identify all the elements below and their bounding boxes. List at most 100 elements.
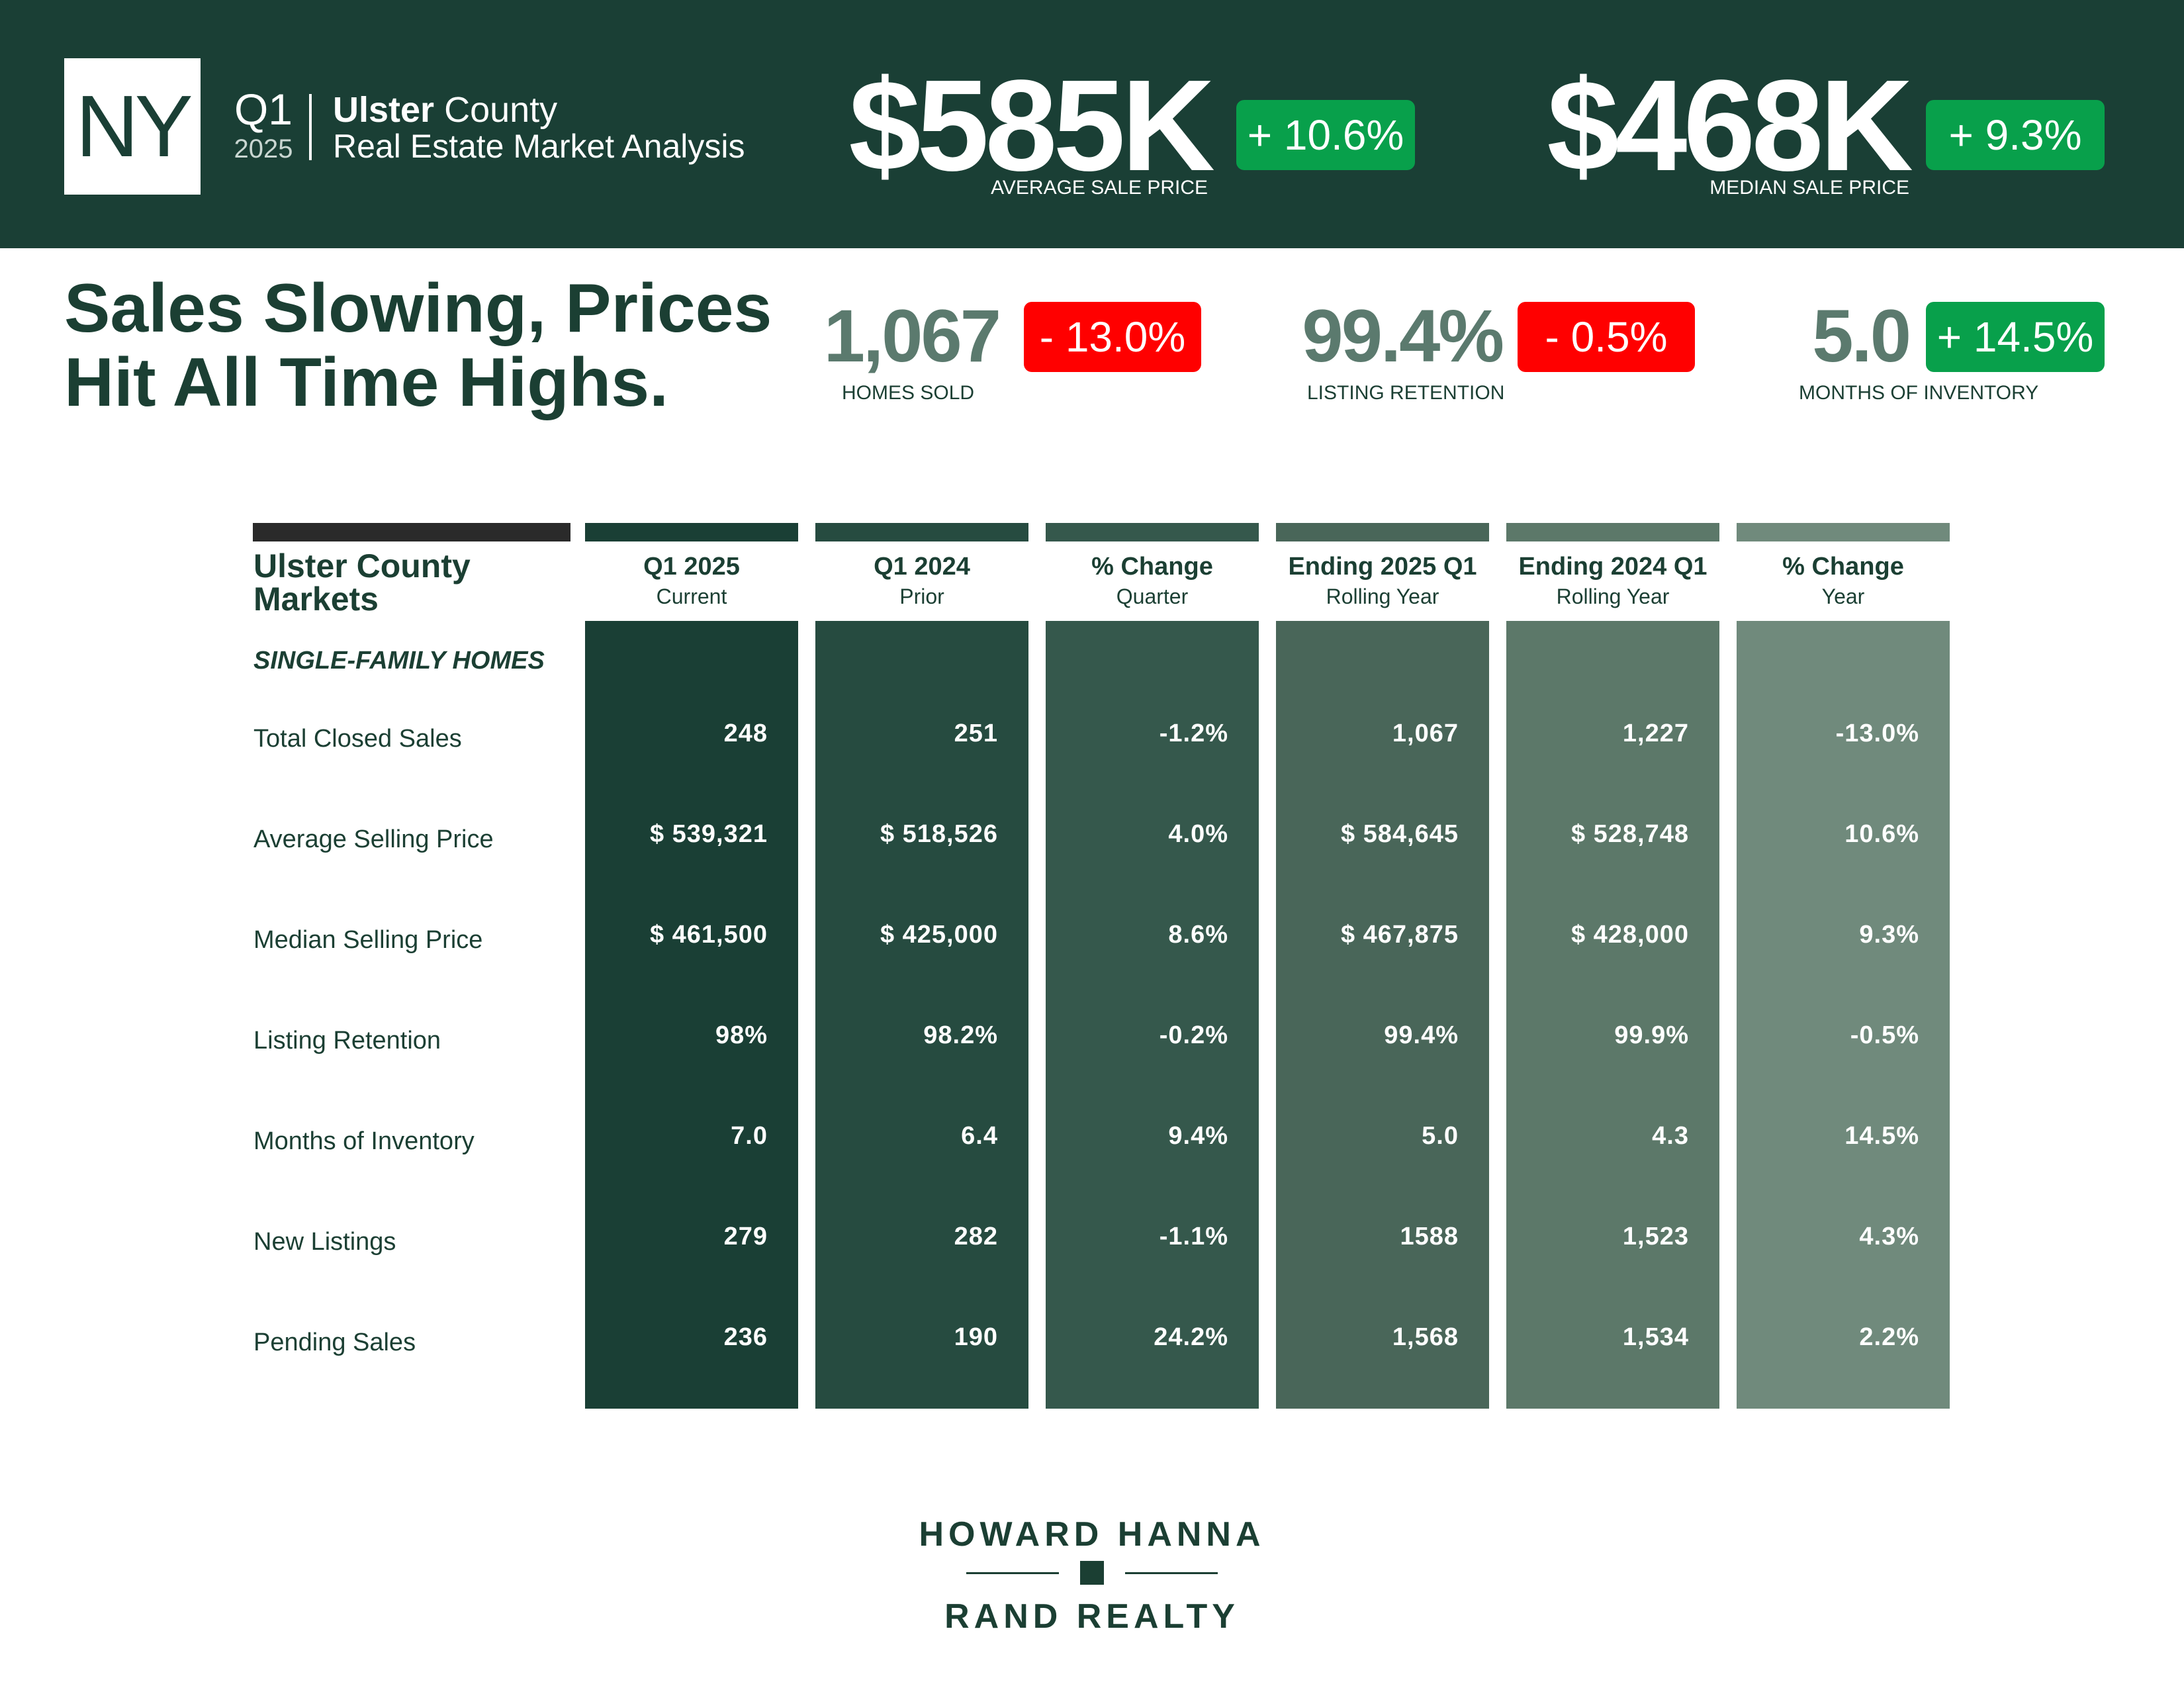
listing-retention-value: 99.4% <box>1302 295 1504 377</box>
table-cell-average-selling-price: $ 528,748 <box>1570 820 1689 848</box>
table-cell-listing-retention: 99.9% <box>1614 1021 1689 1049</box>
brand-name-top: HOWARD HANNA <box>919 1515 1265 1554</box>
column-body: 248 $ 539,321 $ 461,500 98% 7.0 279 236 <box>585 621 798 1409</box>
column-header-title: Ending 2024 Q1 <box>1518 553 1707 581</box>
column-body: 251 $ 518,526 $ 425,000 98.2% 6.4 282 190 <box>815 621 1028 1409</box>
months-of-inventory-change-badge: + 14.5% <box>1926 302 2105 372</box>
row-label-new-listings: New Listings <box>253 1228 396 1256</box>
year-label: 2025 <box>234 134 293 164</box>
column-header-title: % Change <box>1782 553 1904 581</box>
column-top-bar <box>815 523 1028 541</box>
table-cell-pending-sales: 190 <box>954 1323 998 1351</box>
logo-rule-right <box>1125 1572 1218 1574</box>
table-cell-average-selling-price: $ 539,321 <box>649 820 768 848</box>
column-header-title: % Change <box>1091 553 1213 581</box>
header-band <box>0 0 2184 248</box>
listing-retention-label: LISTING RETENTION <box>1307 382 1505 404</box>
county-name: Ulster County <box>333 89 557 130</box>
months-of-inventory-label: MONTHS OF INVENTORY <box>1799 382 2039 404</box>
column-header-title: Ending 2025 Q1 <box>1288 553 1477 581</box>
months-of-inventory-value: 5.0 <box>1812 295 1911 377</box>
table-cell-pending-sales: 1,568 <box>1392 1323 1459 1351</box>
homes-sold-label: HOMES SOLD <box>842 382 975 404</box>
column-top-bar <box>585 523 798 541</box>
table-cell-listing-retention: 98% <box>715 1021 768 1049</box>
table-cell-total-closed-sales: -1.2% <box>1159 720 1228 747</box>
quarter-label: Q1 <box>234 85 293 134</box>
table-cell-total-closed-sales: -13.0% <box>1835 720 1919 747</box>
table-cell-new-listings: 282 <box>954 1223 998 1250</box>
table-cell-total-closed-sales: 1,067 <box>1392 720 1459 747</box>
median-sale-price-label: MEDIAN SALE PRICE <box>1709 177 1909 199</box>
logo-square-icon <box>1080 1561 1104 1585</box>
table-cell-months-of-inventory: 7.0 <box>731 1122 768 1150</box>
table-cell-median-selling-price: $ 461,500 <box>649 921 768 949</box>
headline: Sales Slowing, Prices Hit All Time Highs… <box>64 270 772 421</box>
homes-sold-change-badge: - 13.0% <box>1024 302 1201 372</box>
table-cell-months-of-inventory: 9.4% <box>1168 1122 1228 1150</box>
table-cell-months-of-inventory: 4.3 <box>1652 1122 1689 1150</box>
table-column-q1-2024: Q1 2024 Prior 251 $ 518,526 $ 425,000 98.2% 6.… <box>815 523 1028 1409</box>
table-cell-median-selling-price: $ 425,000 <box>880 921 998 949</box>
column-top-bar <box>1737 523 1950 541</box>
column-top-bar <box>1046 523 1259 541</box>
table-label-bar <box>253 523 570 541</box>
row-label-pending-sales: Pending Sales <box>253 1329 416 1356</box>
brand-name-bottom: RAND REALTY <box>944 1597 1240 1636</box>
column-header-subtitle: Current <box>656 585 727 608</box>
column-body: 1,227 $ 528,748 $ 428,000 99.9% 4.3 1,523 1,53… <box>1506 621 1719 1409</box>
table-cell-new-listings: 1,523 <box>1622 1223 1689 1250</box>
table-cell-listing-retention: -0.2% <box>1159 1021 1228 1049</box>
table-cell-listing-retention: 98.2% <box>923 1021 998 1049</box>
table-cell-listing-retention: -0.5% <box>1850 1021 1919 1049</box>
row-label-listing-retention: Listing Retention <box>253 1027 441 1055</box>
homes-sold-value: 1,067 <box>823 295 1001 377</box>
table-cell-average-selling-price: $ 584,645 <box>1340 820 1459 848</box>
table-cell-months-of-inventory: 6.4 <box>961 1122 998 1150</box>
table-column-change-year: % Change Year -13.0% 10.6% 9.3% -0.5% 14.5% 4.3… <box>1737 523 1950 1409</box>
column-header-subtitle: Year <box>1821 585 1865 608</box>
column-top-bar <box>1506 523 1719 541</box>
column-header-subtitle: Rolling Year <box>1556 585 1670 608</box>
table-cell-pending-sales: 1,534 <box>1622 1323 1689 1351</box>
column-body: -13.0% 10.6% 9.3% -0.5% 14.5% 4.3% 2.2% <box>1737 621 1950 1409</box>
table-cell-months-of-inventory: 5.0 <box>1422 1122 1459 1150</box>
report-subtitle: Real Estate Market Analysis <box>333 128 745 165</box>
table-cell-median-selling-price: $ 467,875 <box>1340 921 1459 949</box>
column-header-title: Q1 2025 <box>643 553 740 581</box>
logo-rule-left <box>966 1572 1059 1574</box>
table-cell-new-listings: 4.3% <box>1859 1223 1919 1250</box>
median-sale-price-value: $468K <box>1547 53 1913 198</box>
table-cell-total-closed-sales: 248 <box>723 720 768 747</box>
median-sale-price-change-badge: + 9.3% <box>1926 100 2105 170</box>
average-sale-price-change-badge: + 10.6% <box>1236 100 1415 170</box>
table-column-ending-2024-q1: Ending 2024 Q1 Rolling Year 1,227 $ 528,748… <box>1506 523 1719 1409</box>
state-badge: NY <box>64 58 201 195</box>
listing-retention-change-badge: - 0.5% <box>1518 302 1695 372</box>
average-sale-price-value: $585K <box>848 53 1215 198</box>
table-cell-pending-sales: 236 <box>723 1323 768 1351</box>
average-sale-price-label: AVERAGE SALE PRICE <box>991 177 1208 199</box>
table-cell-total-closed-sales: 1,227 <box>1622 720 1689 747</box>
table-cell-median-selling-price: $ 428,000 <box>1570 921 1689 949</box>
row-label-median-selling-price: Median Selling Price <box>253 926 483 954</box>
table-cell-months-of-inventory: 14.5% <box>1844 1122 1919 1150</box>
row-label-total-closed-sales: Total Closed Sales <box>253 725 462 753</box>
table-cell-pending-sales: 24.2% <box>1154 1323 1228 1351</box>
county-name-rest: County <box>434 90 558 130</box>
table-cell-average-selling-price: 4.0% <box>1168 820 1228 848</box>
column-body: 1,067 $ 584,645 $ 467,875 99.4% 5.0 1588 1,568 <box>1276 621 1489 1409</box>
county-name-bold: Ulster <box>333 90 435 130</box>
column-header-subtitle: Quarter <box>1116 585 1189 608</box>
table-column-ending-2025-q1: Ending 2025 Q1 Rolling Year 1,067 $ 584,645… <box>1276 523 1489 1409</box>
column-body: -1.2% 4.0% 8.6% -0.2% 9.4% -1.1% 24.2% <box>1046 621 1259 1409</box>
table-column-q1-2025: Q1 2025 Current 248 $ 539,321 $ 461,500 98% 7.… <box>585 523 798 1409</box>
table-cell-new-listings: 1588 <box>1400 1223 1459 1250</box>
row-label-average-selling-price: Average Selling Price <box>253 825 494 853</box>
table-cell-average-selling-price: $ 518,526 <box>880 820 998 848</box>
column-header-title: Q1 2024 <box>874 553 970 581</box>
table-cell-median-selling-price: 8.6% <box>1168 921 1228 949</box>
column-top-bar <box>1276 523 1489 541</box>
header-divider <box>309 94 312 160</box>
table-section-heading: SINGLE-FAMILY HOMES <box>253 647 545 675</box>
